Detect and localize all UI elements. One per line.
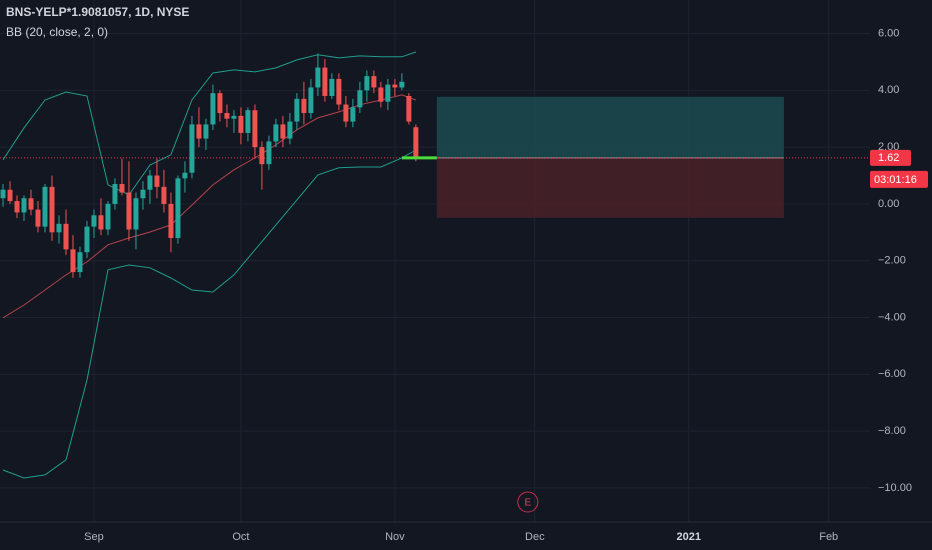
candle-body <box>385 84 391 102</box>
candle-body <box>364 76 370 91</box>
candle-body <box>119 184 125 193</box>
candle-body <box>357 90 363 108</box>
candle-body <box>280 124 286 139</box>
candle-body <box>259 147 265 165</box>
candle-body <box>308 87 314 114</box>
candle-body <box>399 81 405 88</box>
candle-body <box>224 113 230 119</box>
y-tick-label: −4.00 <box>878 311 906 323</box>
candle-body <box>343 104 349 122</box>
candle-body <box>42 186 48 227</box>
candle-body <box>0 189 6 199</box>
countdown-box <box>870 170 928 188</box>
y-tick-label: −2.00 <box>878 255 906 267</box>
candle-body <box>147 175 153 190</box>
earnings-marker <box>517 491 539 513</box>
candle-body <box>112 184 118 204</box>
candle-body <box>231 115 237 119</box>
candle-body <box>126 192 132 230</box>
x-tick-label: Nov <box>385 531 405 543</box>
x-tick-label: Sep <box>84 531 104 543</box>
candle-body <box>329 78 335 96</box>
y-tick-label: −8.00 <box>878 425 906 437</box>
x-tick-label: Oct <box>232 531 249 543</box>
candle-body <box>287 121 293 139</box>
bollinger-band <box>2 51 417 196</box>
candle-body <box>98 215 104 230</box>
countdown-label: 03:01:16 <box>874 174 917 186</box>
candle-body <box>91 215 97 227</box>
x-tick-label: Dec <box>525 531 545 543</box>
candle-body <box>273 124 279 142</box>
candle-body <box>175 178 181 238</box>
candle-body <box>49 186 55 233</box>
candle-body <box>14 201 20 213</box>
candle-body <box>196 124 202 139</box>
candle-body <box>56 223 62 233</box>
candle-body <box>301 98 307 114</box>
candle-body <box>70 249 76 273</box>
candle-body <box>28 198 34 210</box>
candle-body <box>63 223 69 250</box>
y-tick-label: 4.00 <box>878 84 899 96</box>
candle-body <box>378 87 384 102</box>
candle-body <box>189 124 195 173</box>
candle-body <box>168 203 174 238</box>
candle-body <box>238 115 244 133</box>
candle-body <box>217 93 223 114</box>
candle-body <box>77 252 83 273</box>
stop-zone <box>436 157 784 218</box>
candle-body <box>315 67 321 88</box>
x-tick-label: 2021 <box>677 531 701 543</box>
candle-body <box>371 76 377 88</box>
candle-body <box>7 189 13 202</box>
candle-body <box>203 124 209 139</box>
earnings-label: E <box>524 498 531 509</box>
candle-body <box>245 110 251 133</box>
candle-body <box>210 93 216 125</box>
candle-body <box>266 141 272 165</box>
price-label-box <box>870 149 911 166</box>
candle-body <box>336 78 342 105</box>
candle-body <box>406 95 412 122</box>
candle-body <box>105 203 111 230</box>
candle-body <box>182 172 188 179</box>
y-tick-label: 6.00 <box>878 27 899 39</box>
candle-body <box>140 189 146 199</box>
candle-body <box>133 198 139 230</box>
candle-body <box>294 98 300 122</box>
candle-body <box>350 107 356 122</box>
candle-body <box>154 175 160 187</box>
candle-body <box>322 67 328 96</box>
candle-body <box>392 84 398 88</box>
target-zone <box>436 96 784 158</box>
candle-body <box>161 186 167 204</box>
candle-body <box>84 226 90 253</box>
candle-body <box>413 127 419 158</box>
y-tick-label: −6.00 <box>878 368 906 380</box>
candle-body <box>35 209 41 227</box>
x-tick-label: Feb <box>819 531 838 543</box>
price-label: 1.62 <box>878 152 899 164</box>
chart-title: BNS-YELP*1.9081057, 1D, NYSE <box>6 5 189 19</box>
candle-body <box>252 110 258 148</box>
y-tick-label: 0.00 <box>878 198 899 210</box>
plot <box>0 51 870 479</box>
bollinger-band <box>2 149 417 479</box>
indicator-label[interactable]: BB (20, close, 2, 0) <box>6 25 108 39</box>
y-tick-label: −10.00 <box>878 482 912 494</box>
candle-body <box>21 198 27 213</box>
